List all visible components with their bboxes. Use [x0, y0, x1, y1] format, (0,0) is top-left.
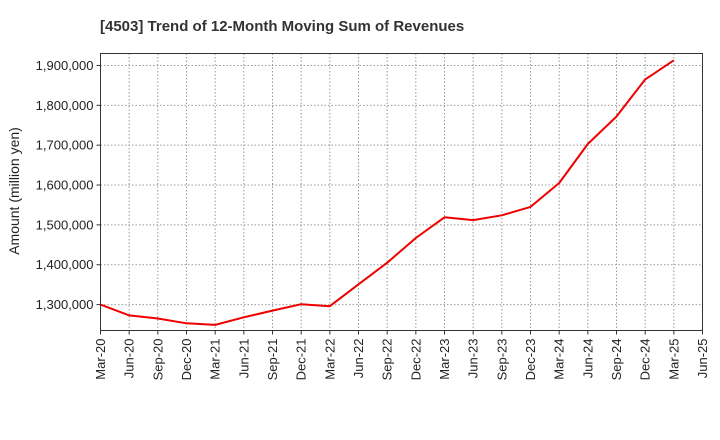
x-tick-label: Jun-22	[351, 339, 366, 379]
grid-lines	[100, 53, 703, 331]
x-tick-label: Jun-23	[466, 339, 481, 379]
plot-area	[100, 53, 703, 331]
x-tick-label: Jun-20	[122, 339, 137, 379]
x-tick-label: Mar-25	[666, 339, 681, 380]
y-tick-label: 1,800,000	[36, 98, 94, 113]
x-tick-label: Jun-25	[695, 339, 710, 379]
y-tick-label: 1,500,000	[36, 217, 94, 232]
series-line	[100, 59, 675, 326]
series-layer	[100, 59, 675, 326]
x-tick-label: Dec-22	[408, 339, 423, 381]
x-tick-label: Dec-21	[294, 339, 309, 381]
x-tick-label: Sep-24	[609, 339, 624, 381]
x-tick-label: Sep-20	[150, 339, 165, 381]
x-tick-label: Mar-21	[208, 339, 223, 380]
x-tick-label: Dec-20	[179, 339, 194, 381]
x-tick-label: Sep-22	[380, 339, 395, 381]
x-axis: Mar-20 Jun-20 Sep-20 Dec-20 Mar-21 Jun-21 Sep-…	[93, 330, 710, 381]
y-axis-label: Amount (million yen)	[6, 127, 22, 255]
y-axis: 1,300,000 1,400,000 1,500,000 1,600,000 1,70…	[36, 58, 101, 312]
x-tick-label: Dec-23	[523, 339, 538, 381]
x-tick-label: Mar-20	[93, 339, 108, 380]
y-tick-label: 1,600,000	[36, 178, 94, 193]
x-tick-label: Mar-24	[552, 339, 567, 380]
plot-frame	[100, 53, 703, 331]
x-tick-label: Jun-24	[580, 339, 595, 379]
y-tick-label: 1,400,000	[36, 257, 94, 272]
y-tick-label: 1,900,000	[36, 58, 94, 73]
y-tick-label: 1,700,000	[36, 138, 94, 153]
x-tick-label: Sep-23	[494, 339, 509, 381]
x-tick-label: Dec-24	[638, 339, 653, 381]
x-tick-label: Mar-23	[437, 339, 452, 380]
x-tick-label: Jun-21	[236, 339, 251, 379]
x-tick-label: Mar-22	[322, 339, 337, 380]
chart-title: [4503] Trend of 12-Month Moving Sum of R…	[100, 18, 464, 35]
y-tick-label: 1,300,000	[36, 297, 94, 312]
x-tick-label: Sep-21	[265, 339, 280, 381]
